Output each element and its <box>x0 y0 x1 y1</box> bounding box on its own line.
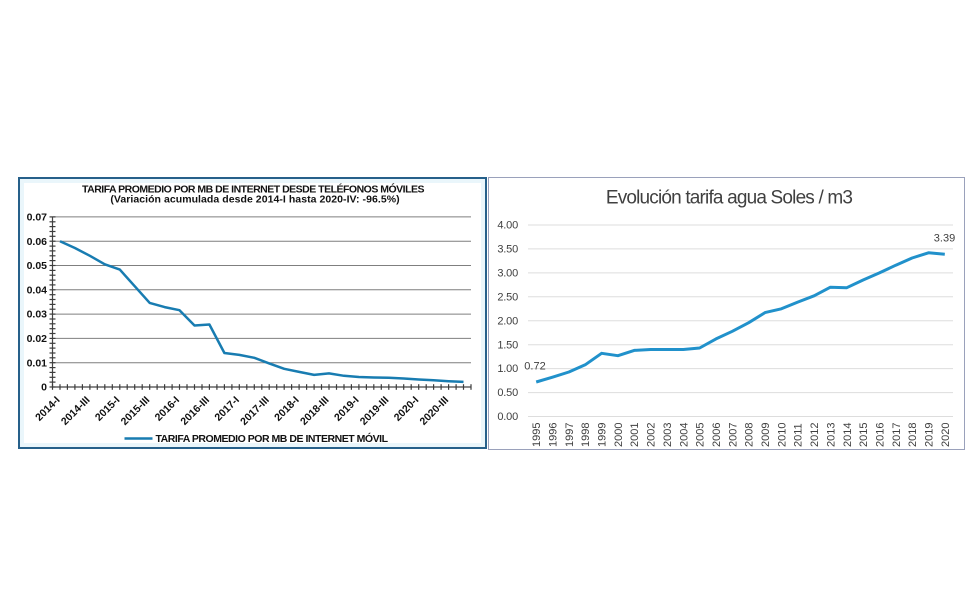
svg-text:2.00: 2.00 <box>497 315 518 327</box>
svg-text:2020: 2020 <box>940 423 952 447</box>
svg-text:0: 0 <box>41 382 47 394</box>
svg-text:0.00: 0.00 <box>497 411 518 423</box>
svg-text:2.50: 2.50 <box>497 291 518 303</box>
svg-text:1996: 1996 <box>548 423 560 447</box>
svg-text:1995: 1995 <box>531 423 543 447</box>
svg-text:1998: 1998 <box>580 423 592 447</box>
svg-text:2009: 2009 <box>760 423 772 447</box>
svg-text:3.39: 3.39 <box>934 233 955 245</box>
svg-text:1.50: 1.50 <box>497 339 518 351</box>
svg-text:2004: 2004 <box>678 423 690 447</box>
svg-text:0.02: 0.02 <box>27 333 48 345</box>
svg-text:1999: 1999 <box>597 423 609 447</box>
svg-text:0.01: 0.01 <box>27 357 48 369</box>
svg-text:TARIFA PROMEDIO POR MB DE INTE: TARIFA PROMEDIO POR MB DE INTERNET MÓVIL <box>156 432 389 445</box>
svg-text:TARIFA PROMEDIO POR MB DE INTE: TARIFA PROMEDIO POR MB DE INTERNET DESDE… <box>82 183 425 196</box>
svg-text:0.05: 0.05 <box>27 260 48 272</box>
svg-text:(Variación acumulada desde 201: (Variación acumulada desde 2014-I hasta … <box>110 194 399 206</box>
svg-text:0.06: 0.06 <box>27 236 48 248</box>
svg-text:2008: 2008 <box>744 423 756 447</box>
svg-text:2011: 2011 <box>793 423 805 447</box>
svg-text:3.50: 3.50 <box>497 244 518 256</box>
svg-text:0.72: 0.72 <box>524 361 545 373</box>
svg-text:2014: 2014 <box>842 423 854 447</box>
svg-text:0.50: 0.50 <box>497 387 518 399</box>
svg-text:3.00: 3.00 <box>497 268 518 280</box>
svg-text:4.00: 4.00 <box>497 220 518 232</box>
svg-text:Evolución tarifa agua Soles /: Evolución tarifa agua Soles / m3 <box>606 188 852 209</box>
svg-text:2002: 2002 <box>646 423 658 447</box>
svg-text:2016: 2016 <box>874 423 886 447</box>
svg-text:2015: 2015 <box>858 423 870 447</box>
svg-text:2010: 2010 <box>776 423 788 447</box>
svg-text:2007: 2007 <box>727 423 739 447</box>
svg-text:2013: 2013 <box>825 423 837 447</box>
svg-text:2017: 2017 <box>891 423 903 447</box>
svg-text:2019: 2019 <box>924 423 936 447</box>
svg-text:0.07: 0.07 <box>27 212 48 224</box>
svg-text:2012: 2012 <box>809 423 821 447</box>
svg-text:2006: 2006 <box>711 423 723 447</box>
svg-text:1.00: 1.00 <box>497 363 518 375</box>
svg-text:2018: 2018 <box>907 423 919 447</box>
svg-text:2000: 2000 <box>613 423 625 447</box>
svg-text:2001: 2001 <box>629 423 641 447</box>
svg-text:2003: 2003 <box>662 423 674 447</box>
svg-text:2005: 2005 <box>695 423 707 447</box>
svg-text:0.03: 0.03 <box>27 309 48 321</box>
svg-text:0.04: 0.04 <box>27 284 48 296</box>
svg-text:1997: 1997 <box>564 423 576 447</box>
